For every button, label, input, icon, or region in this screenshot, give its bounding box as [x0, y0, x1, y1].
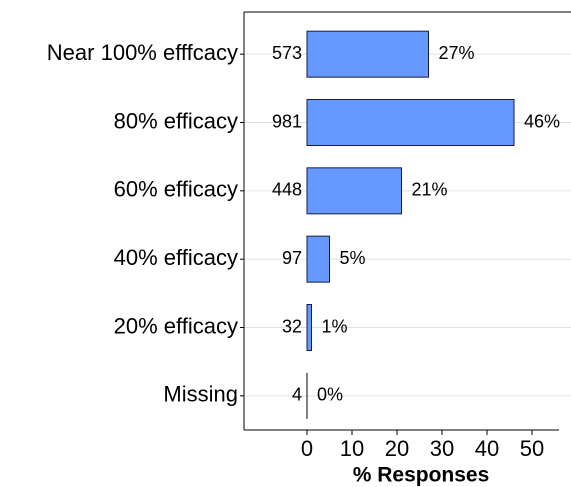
count-label: 4: [292, 385, 302, 405]
y-tick-label: Near 100% efffcacy: [47, 40, 238, 65]
y-tick-label: 60% efficacy: [114, 177, 238, 202]
y-tick-label: 20% efficacy: [114, 313, 238, 338]
value-label: 21%: [412, 180, 448, 200]
value-label: 27%: [439, 43, 475, 63]
value-label: 5%: [340, 248, 366, 268]
bar: [306, 235, 330, 283]
x-tick-label: 40: [475, 436, 499, 461]
x-tick-label: 30: [430, 436, 454, 461]
value-label: 46%: [524, 111, 560, 131]
x-tick-label: 50: [520, 436, 544, 461]
count-label: 97: [282, 248, 302, 268]
count-label: 573: [272, 43, 302, 63]
value-label: 1%: [322, 316, 348, 336]
y-tick-label: 40% efficacy: [114, 245, 238, 270]
bar: [306, 99, 515, 146]
x-tick-label: 0: [301, 436, 313, 461]
x-tick-label: 10: [340, 436, 364, 461]
y-tick-label: Missing: [163, 382, 238, 407]
bar: [306, 167, 402, 215]
count-label: 32: [282, 316, 302, 336]
count-label: 448: [272, 180, 302, 200]
x-tick-label: 20: [385, 436, 409, 461]
bar: [306, 30, 429, 78]
count-label: 981: [272, 111, 302, 131]
value-label: 0%: [317, 385, 343, 405]
x-axis-title: % Responses: [353, 464, 490, 487]
y-tick-label: 80% efficacy: [114, 108, 238, 133]
bar: [306, 304, 312, 351]
